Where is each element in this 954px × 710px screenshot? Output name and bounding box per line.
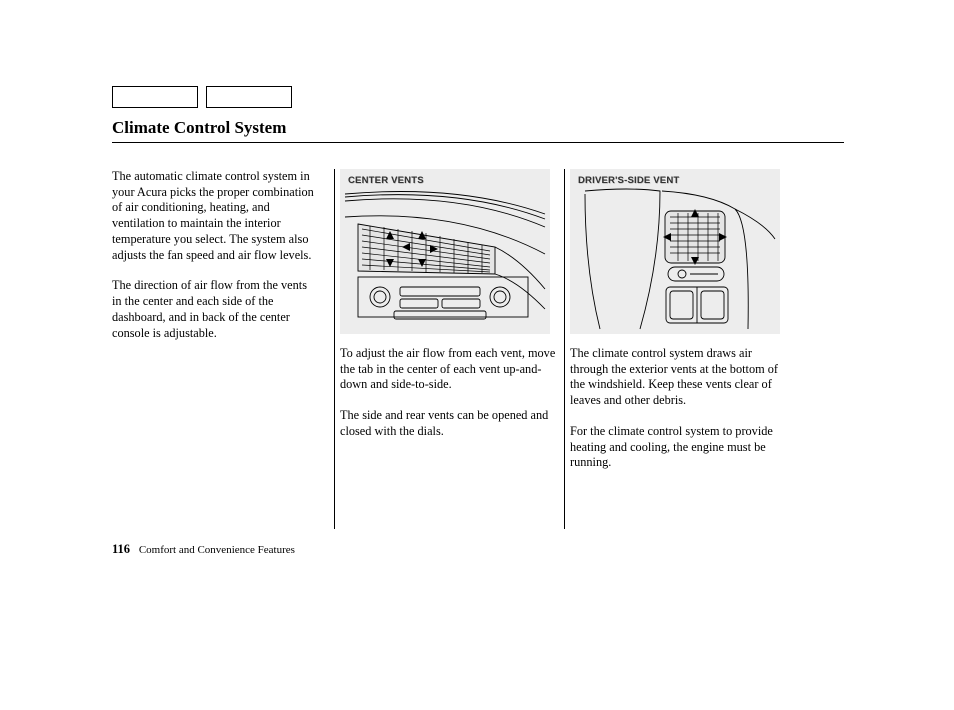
body-paragraph: The direction of air flow from the vents… [112, 278, 314, 341]
figure-label: DRIVER'S-SIDE VENT [578, 175, 679, 187]
body-paragraph: The automatic climate control system in … [112, 169, 314, 263]
page-footer: 116 Comfort and Convenience Features [112, 542, 295, 557]
drivers-side-vent-illustration [570, 169, 780, 334]
figure-label: CENTER VENTS [348, 175, 424, 187]
column-divider [334, 169, 335, 529]
center-vents-figure: CENTER VENTS [340, 169, 550, 334]
drivers-side-vent-figure: DRIVER'S-SIDE VENT [570, 169, 780, 334]
body-paragraph: The side and rear vents can be opened an… [340, 408, 562, 439]
placeholder-box [112, 86, 198, 108]
column-2: CENTER VENTS [337, 169, 562, 529]
manual-page: Climate Control System The automatic cli… [112, 86, 844, 529]
column-1: The automatic climate control system in … [112, 169, 332, 529]
placeholder-box [206, 86, 292, 108]
page-number: 116 [112, 542, 130, 556]
body-paragraph: The climate control system draws air thr… [570, 346, 792, 409]
footer-section-title: Comfort and Convenience Features [139, 544, 295, 556]
column-divider [564, 169, 565, 529]
top-placeholder-boxes [112, 86, 844, 108]
column-3: DRIVER'S-SIDE VENT [567, 169, 792, 529]
body-paragraph: To adjust the air flow from each vent, m… [340, 346, 562, 393]
center-vents-illustration [340, 169, 550, 334]
body-paragraph: For the climate control system to provid… [570, 424, 792, 471]
columns-wrapper: The automatic climate control system in … [112, 169, 844, 529]
page-title: Climate Control System [112, 118, 844, 143]
